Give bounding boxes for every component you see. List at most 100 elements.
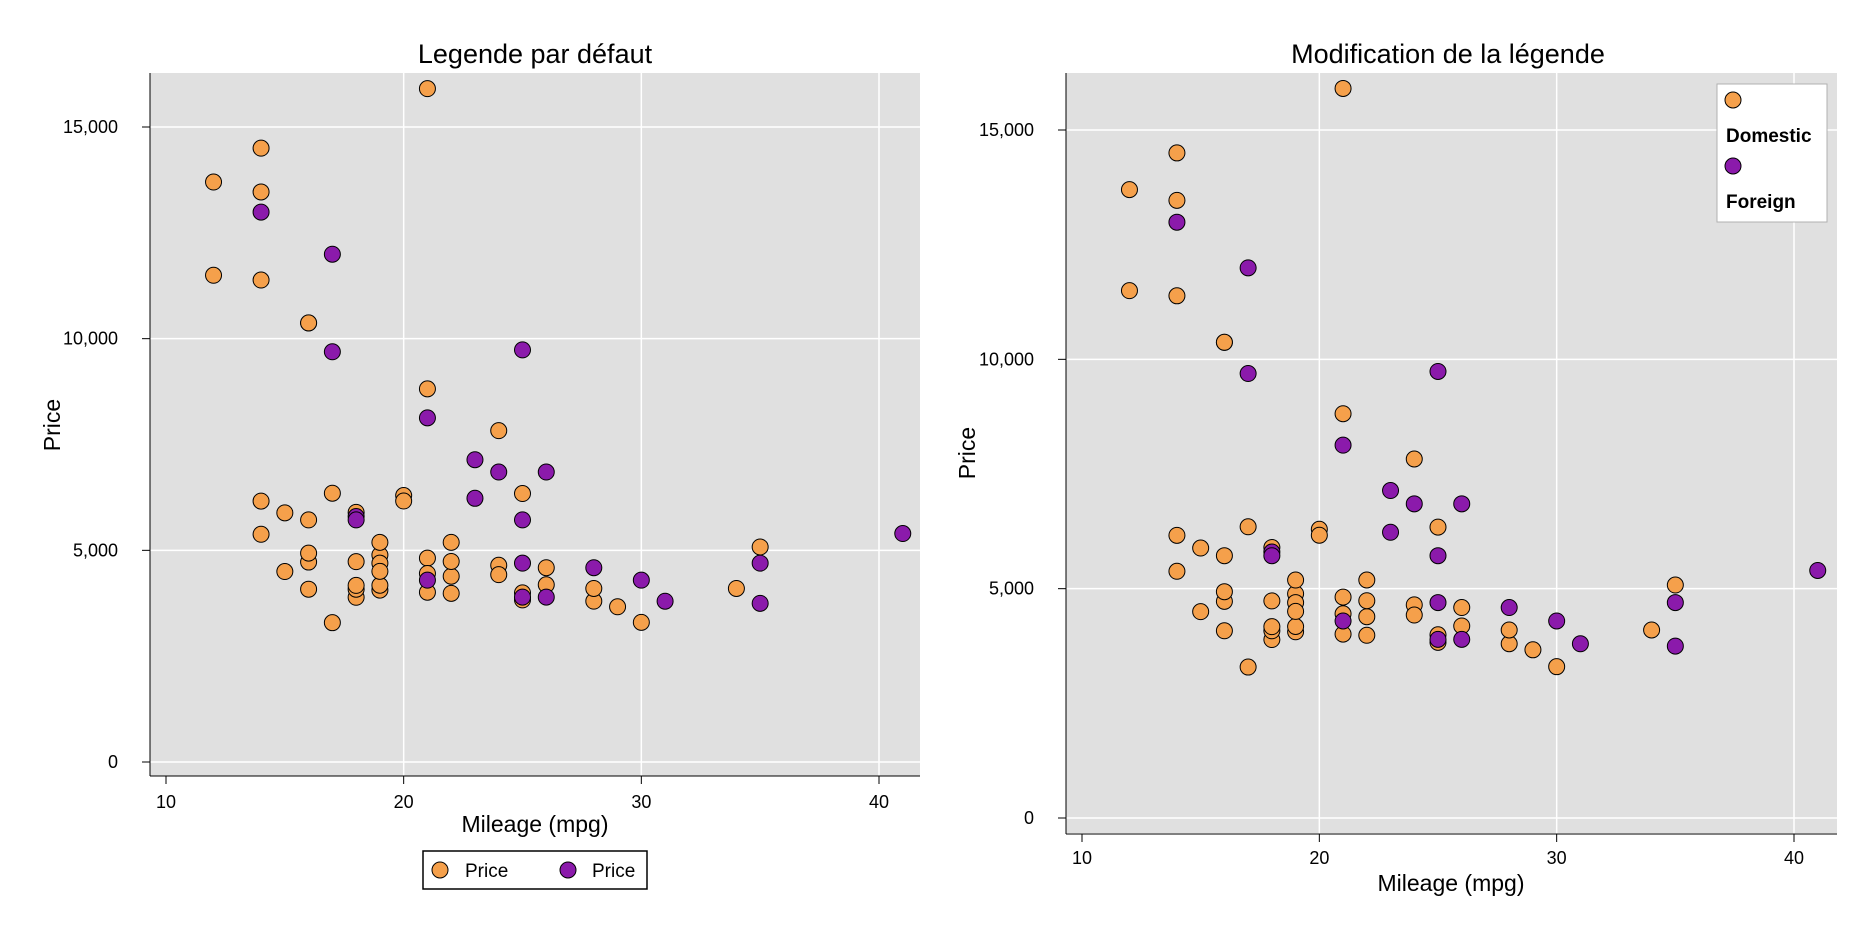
right-point-series1 [1358, 626, 1376, 644]
left-point-series2 [490, 463, 508, 481]
left-point-series2 [323, 343, 341, 361]
right-point-series2 [1334, 612, 1352, 630]
right-point-series1 [1287, 618, 1305, 636]
left-point-series1 [276, 504, 294, 522]
right-point-series2 [1809, 561, 1827, 579]
left-point-series1 [347, 553, 365, 571]
left-point-series1 [205, 266, 223, 284]
right-point-series1 [1358, 608, 1376, 626]
left-point-series2 [656, 592, 674, 610]
right-point-series1 [1168, 287, 1186, 305]
right-point-series2 [1666, 637, 1684, 655]
left-point-series1 [490, 566, 508, 584]
right-point-series1 [1168, 144, 1186, 162]
right-point-series1 [1666, 576, 1684, 594]
right-point-series2 [1239, 365, 1257, 383]
left-x-axis-title: Mileage (mpg) [462, 811, 609, 837]
right-y-tick-label: 15,000 [979, 120, 1034, 140]
right-point-series2 [1571, 635, 1589, 653]
left-point-series2 [418, 571, 436, 589]
right-point-series2 [1382, 523, 1400, 541]
left-y-tick-label: 15,000 [63, 117, 118, 137]
right-legend-label-domestic: Domestic [1726, 126, 1812, 147]
right-point-series1 [1215, 547, 1233, 565]
right-point-series1 [1168, 191, 1186, 209]
left-point-series2 [418, 409, 436, 427]
left-legend-marker-2 [559, 861, 577, 879]
right-gridlines [1066, 73, 1837, 834]
left-legend: Price Price [422, 850, 648, 890]
left-y-tick-label: 0 [108, 752, 118, 772]
right-plot-area [1066, 73, 1837, 833]
right-x-tick-label: 10 [1072, 848, 1092, 868]
right-point-series2 [1429, 547, 1447, 565]
left-legend-label-1: Price [465, 861, 508, 882]
left-point-series2 [514, 511, 531, 529]
left-point-series1 [252, 525, 270, 543]
left-point-series1 [252, 183, 270, 201]
left-point-series1 [751, 538, 769, 556]
left-point-series1 [252, 271, 270, 289]
left-point-series2 [894, 525, 912, 543]
left-point-series1 [205, 173, 223, 191]
left-axes: 10 20 30 40 0 5,000 10,000 15,000 [63, 73, 920, 812]
left-point-series2 [466, 451, 484, 469]
left-point-series1 [300, 511, 318, 529]
left-point-series1 [371, 533, 389, 551]
left-point-series1 [442, 584, 460, 602]
right-legend-label-foreign: Foreign [1726, 192, 1796, 213]
left-point-series1 [727, 579, 745, 597]
right-point-series2 [1429, 630, 1447, 648]
right-point-series1 [1168, 526, 1186, 544]
right-point-series1 [1192, 539, 1210, 557]
left-legend-box [422, 850, 648, 890]
right-point-series1 [1215, 583, 1233, 601]
left-chart-title: Legende par défaut [418, 39, 653, 69]
right-point-series1 [1192, 603, 1210, 621]
left-point-series1 [442, 552, 460, 570]
right-point-series1 [1548, 658, 1566, 676]
left-point-series2 [751, 594, 769, 612]
left-scatter-points [205, 80, 912, 632]
left-point-series1 [395, 492, 413, 510]
left-y-tick-label: 10,000 [63, 329, 118, 349]
left-point-series1 [323, 614, 341, 632]
right-point-series1 [1405, 606, 1423, 624]
right-y-axis-title: Price [954, 427, 980, 479]
left-point-series1 [252, 139, 270, 157]
right-legend: Domestic Foreign [1716, 83, 1828, 223]
left-point-series1 [252, 492, 270, 510]
left-point-series2 [323, 245, 341, 263]
left-point-series1 [609, 598, 627, 616]
left-y-tick-label: 5,000 [73, 540, 118, 560]
right-point-series2 [1500, 599, 1518, 617]
right-point-series1 [1263, 592, 1281, 610]
left-point-series1 [442, 533, 460, 551]
right-point-series1 [1524, 641, 1542, 659]
right-point-series1 [1334, 588, 1352, 606]
left-point-series1 [514, 485, 531, 503]
right-scatter-points [1120, 79, 1827, 676]
left-point-series1 [418, 380, 436, 398]
right-point-series2 [1405, 495, 1423, 513]
right-chart-title: Modification de la légende [1291, 39, 1605, 69]
left-point-series2 [632, 571, 650, 589]
right-point-series2 [1548, 612, 1566, 630]
right-point-series2 [1453, 630, 1471, 648]
left-point-series1 [537, 559, 555, 577]
right-point-series2 [1429, 594, 1447, 612]
right-point-series1 [1358, 571, 1376, 589]
left-point-series1 [300, 580, 318, 598]
right-point-series1 [1453, 599, 1471, 617]
right-y-tick-label: 10,000 [979, 349, 1034, 369]
left-point-series1 [323, 484, 341, 502]
right-x-axis-title: Mileage (mpg) [1378, 870, 1525, 896]
left-gridlines [150, 73, 920, 776]
right-point-series2 [1334, 436, 1352, 454]
right-point-series1 [1239, 518, 1257, 536]
left-point-series2 [514, 588, 531, 606]
right-point-series1 [1120, 282, 1138, 300]
right-point-series1 [1500, 621, 1518, 639]
left-legend-marker-1 [431, 861, 449, 879]
